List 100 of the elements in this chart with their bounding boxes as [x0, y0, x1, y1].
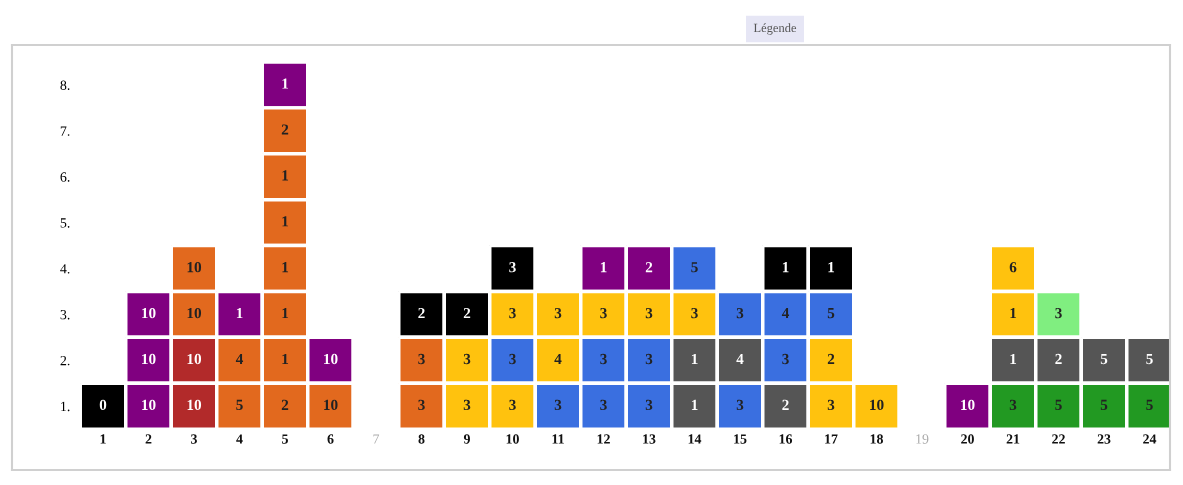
x-tick-label: 17 — [825, 434, 838, 444]
x-tick-label: 7 — [373, 434, 380, 444]
data-label: 2 — [281, 399, 289, 410]
data-label: 3 — [691, 307, 698, 319]
x-tick-label: 2 — [145, 434, 152, 444]
data-label: 1 — [691, 399, 698, 410]
data-label: 3 — [736, 399, 744, 411]
data-label: 1 — [691, 353, 698, 364]
data-label: 3 — [827, 399, 835, 411]
data-label: 10 — [187, 307, 202, 319]
x-tick-label: 15 — [734, 434, 747, 444]
data-label: 6 — [1009, 262, 1017, 273]
data-label: 3 — [509, 262, 516, 273]
y-tick-label: 4. — [60, 264, 70, 274]
data-label: 1 — [282, 216, 289, 227]
data-label: 4 — [235, 353, 244, 364]
data-label: 3 — [463, 353, 471, 365]
data-label: 2 — [645, 262, 653, 273]
data-label: 10 — [324, 399, 338, 411]
data-label: 1 — [282, 170, 289, 181]
data-label: 5 — [1146, 399, 1153, 411]
data-label: 10 — [961, 399, 975, 411]
x-tick-label: 1 — [100, 434, 106, 444]
x-tick-label: 18 — [870, 434, 883, 444]
data-label: 2 — [782, 399, 789, 410]
data-label: 1 — [782, 262, 789, 273]
data-label: 3 — [418, 399, 425, 411]
data-label: 10 — [187, 353, 202, 365]
data-label: 3 — [509, 353, 516, 365]
data-label: 3 — [463, 399, 471, 411]
data-label: 0 — [99, 399, 107, 411]
data-label: 5 — [827, 308, 835, 319]
x-tick-label: 23 — [1097, 434, 1111, 444]
data-label: 5 — [1055, 399, 1062, 411]
y-tick-label: 2. — [60, 355, 70, 366]
data-label: 3 — [509, 399, 516, 411]
y-tick-label: 8. — [60, 80, 70, 90]
x-tick-label: 4 — [236, 434, 243, 444]
x-tick-label: 8 — [418, 434, 425, 444]
data-label: 1 — [236, 308, 243, 319]
data-label: 1 — [1010, 353, 1017, 364]
x-tick-label: 22 — [1052, 434, 1065, 444]
y-tick-label: 6. — [60, 172, 70, 182]
data-label: 2 — [1055, 353, 1062, 364]
data-label: 4 — [736, 353, 744, 364]
data-label: 2 — [827, 353, 835, 364]
data-label: 10 — [870, 399, 884, 411]
x-tick-label: 3 — [191, 434, 197, 444]
x-tick-label: 13 — [643, 434, 656, 444]
data-label: 3 — [645, 399, 653, 411]
y-tick-label: 1. — [61, 401, 70, 412]
data-label: 3 — [645, 307, 653, 319]
x-tick-label: 12 — [597, 434, 610, 444]
data-label: 2 — [463, 307, 471, 319]
data-label: 3 — [600, 307, 607, 319]
data-label: 1 — [282, 78, 289, 89]
x-tick-label: 9 — [463, 434, 470, 444]
x-tick-label: 16 — [779, 434, 793, 444]
data-label: 3 — [600, 353, 607, 365]
data-label: 10 — [187, 399, 202, 411]
data-label: 1 — [282, 308, 289, 319]
data-label: 5 — [1100, 399, 1108, 411]
data-label: 10 — [187, 262, 202, 273]
x-tick-label: 21 — [1006, 434, 1020, 444]
x-tick-label: 5 — [282, 434, 288, 444]
data-label: 4 — [554, 353, 562, 364]
data-label: 2 — [281, 124, 289, 135]
x-tick-label: 20 — [961, 434, 974, 444]
data-label: 3 — [1055, 307, 1062, 319]
data-label: 1 — [828, 262, 835, 273]
data-label: 3 — [645, 353, 653, 365]
data-label: 3 — [782, 353, 789, 365]
x-tick-label: 24 — [1143, 434, 1157, 444]
data-label: 10 — [142, 399, 156, 411]
data-label: 1 — [282, 262, 289, 273]
data-label: 5 — [236, 399, 243, 411]
data-label: 3 — [554, 307, 562, 319]
data-label: 5 — [1146, 353, 1153, 365]
data-label: 3 — [600, 399, 607, 411]
data-label: 2 — [418, 307, 425, 319]
data-label: 3 — [1009, 399, 1017, 411]
y-tick-label: 3. — [60, 310, 70, 320]
x-tick-label: 10 — [506, 434, 519, 444]
data-label: 3 — [509, 307, 516, 319]
y-tick-label: 7. — [60, 126, 70, 136]
data-label: 10 — [142, 353, 156, 365]
x-tick-label: 11 — [552, 434, 564, 444]
data-label: 3 — [554, 399, 562, 411]
data-label: 5 — [1100, 353, 1108, 365]
data-label: 3 — [736, 307, 744, 319]
data-label: 5 — [691, 262, 698, 273]
y-tick-label: 5. — [60, 218, 70, 228]
data-label: 3 — [418, 353, 425, 365]
data-label: 1 — [600, 262, 607, 273]
data-label: 1 — [282, 353, 289, 364]
data-label: 10 — [324, 353, 338, 365]
data-label: 10 — [142, 307, 156, 319]
x-tick-label: 6 — [327, 434, 334, 444]
data-label: 1 — [1010, 308, 1017, 319]
data-label: 4 — [781, 308, 790, 319]
